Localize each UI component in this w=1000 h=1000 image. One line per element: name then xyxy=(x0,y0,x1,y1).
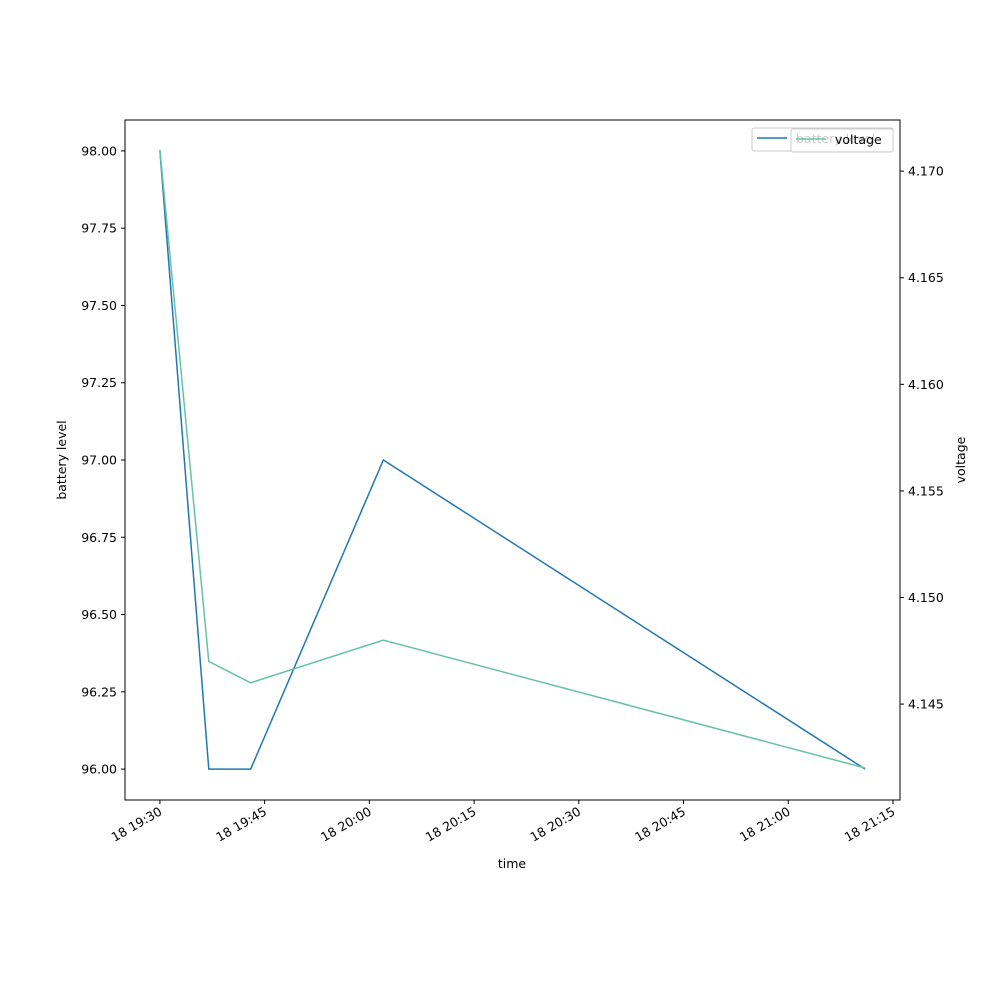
y-tick-label: 97.75 xyxy=(81,221,117,236)
legend-label: voltage xyxy=(835,132,882,147)
y-tick-label: 97.00 xyxy=(81,453,117,468)
x-tick-label: 18 21:15 xyxy=(842,804,898,845)
y2-tick-label: 4.165 xyxy=(908,270,944,285)
data-line xyxy=(159,149,866,769)
y-axis-label: battery level xyxy=(54,420,69,499)
x-tick-label: 18 20:15 xyxy=(423,804,479,845)
y2-tick-label: 4.150 xyxy=(908,590,944,605)
x-tick-label: 18 21:00 xyxy=(737,804,793,845)
y2-axis-label: voltage xyxy=(953,436,968,483)
y2-tick-label: 4.160 xyxy=(908,377,944,392)
y2-tick-label: 4.170 xyxy=(908,164,944,179)
plot-frame xyxy=(124,119,901,801)
legend-box xyxy=(790,128,894,153)
y-tick-label: 97.50 xyxy=(81,298,117,313)
x-tick-label: 18 20:30 xyxy=(527,804,583,845)
data-line xyxy=(159,150,866,770)
y2-tick-label: 4.145 xyxy=(908,697,944,712)
y-tick-label: 96.50 xyxy=(81,607,117,622)
x-tick-label: 18 19:30 xyxy=(108,804,164,845)
y-tick-label: 97.25 xyxy=(81,375,117,390)
y-tick-label: 98.00 xyxy=(81,143,117,158)
x-axis-label: time xyxy=(498,856,527,871)
x-tick-label: 18 20:00 xyxy=(318,804,374,845)
y2-tick-label: 4.155 xyxy=(908,483,944,498)
x-tick-label: 18 20:45 xyxy=(632,804,688,845)
x-tick-label: 18 19:45 xyxy=(213,804,269,845)
y-tick-label: 96.25 xyxy=(81,684,117,699)
y-tick-label: 96.00 xyxy=(81,762,117,777)
y-tick-label: 96.75 xyxy=(81,530,117,545)
